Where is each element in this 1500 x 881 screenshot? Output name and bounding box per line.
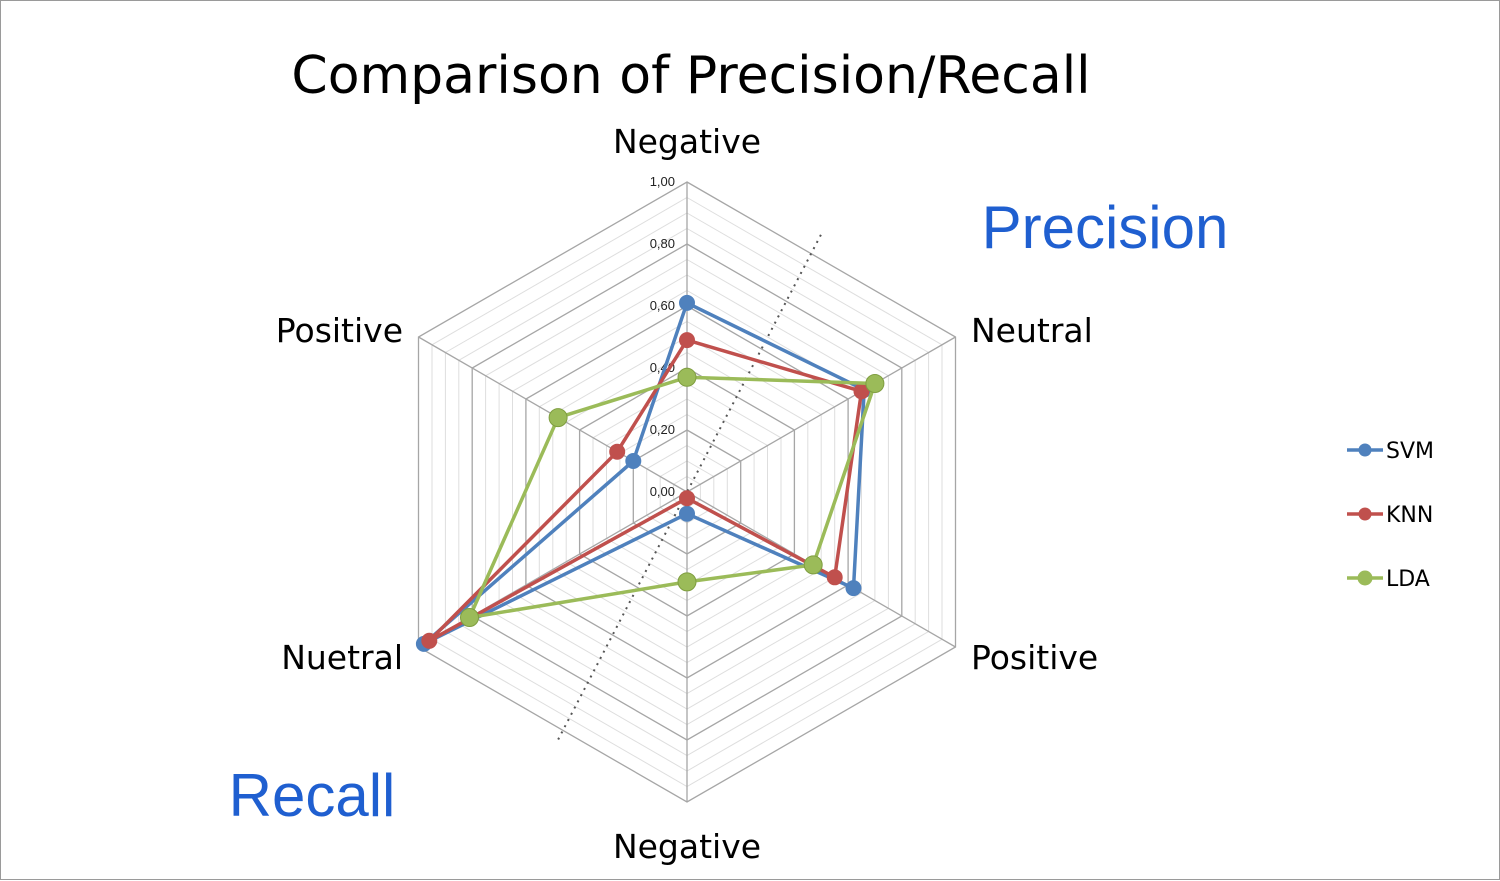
legend: SVM KNN LDA <box>1347 439 1434 592</box>
svm-point <box>679 505 695 522</box>
tick-label: 0,20 <box>650 422 675 437</box>
axis-label: Nuetral <box>281 638 403 677</box>
tick-label: 0,00 <box>650 484 675 499</box>
tick-label: 1,00 <box>650 174 675 189</box>
lda-legend-marker <box>1357 570 1373 586</box>
lda-point <box>548 408 568 428</box>
lda-point <box>460 608 479 627</box>
knn-legend-label: KNN <box>1386 503 1433 528</box>
svm-legend-marker <box>1358 443 1372 457</box>
knn-legend-marker <box>1358 507 1372 521</box>
series-layer <box>415 294 885 652</box>
chart-title: Comparison of Precision/Recall <box>291 46 1090 106</box>
precision-annotation: Precision <box>982 194 1229 261</box>
recall-annotation: Recall <box>229 762 396 829</box>
radar-grid <box>417 181 957 803</box>
lda-legend-label: LDA <box>1386 567 1430 592</box>
knn-point <box>609 443 626 460</box>
lda-point <box>677 367 697 387</box>
axis-label: Positive <box>276 311 403 350</box>
svm-point <box>845 580 862 597</box>
svm-legend-label: SVM <box>1386 439 1434 464</box>
axis-label: Negative <box>613 122 761 161</box>
knn-point <box>826 569 843 586</box>
lda-point <box>803 555 823 575</box>
tick-label: 0,80 <box>650 236 675 251</box>
tick-label: 0,60 <box>650 298 675 313</box>
svm-point <box>679 294 695 311</box>
knn-point <box>679 332 695 349</box>
axis-label: Negative <box>613 827 761 866</box>
lda-point <box>677 572 697 592</box>
axis-label: Neutral <box>971 311 1093 350</box>
lda-point <box>865 374 885 393</box>
spoke <box>686 336 956 493</box>
svm-series-line <box>422 301 866 646</box>
axis-labels: Negative Neutral Positive Negative Nuetral Po… <box>276 122 1098 866</box>
svm-point <box>625 453 642 469</box>
knn-point <box>679 490 695 507</box>
knn-point <box>421 632 438 649</box>
axis-label: Positive <box>971 638 1098 677</box>
tick-labels: 0,000,200,400,600,801,00 <box>650 174 675 499</box>
